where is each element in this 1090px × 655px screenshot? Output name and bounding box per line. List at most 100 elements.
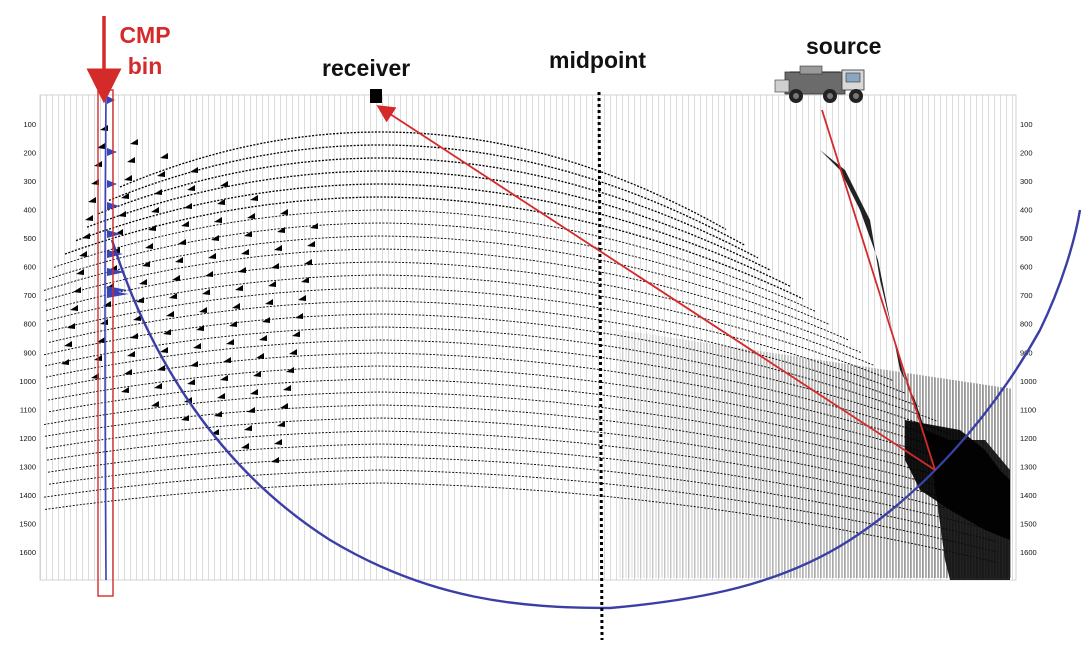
event-wavelet xyxy=(286,367,294,373)
right-tick-label: 1300 xyxy=(1020,462,1037,471)
event-wavelet xyxy=(307,241,315,247)
left-tick-label: 700 xyxy=(23,291,36,300)
event-wavelet xyxy=(64,341,72,347)
event-wavelet xyxy=(301,277,309,283)
diffraction-arc xyxy=(44,326,952,435)
midpoint-line xyxy=(597,91,604,641)
right-tick-label: 600 xyxy=(1020,263,1033,272)
diffraction-arc xyxy=(119,131,727,230)
event-wavelet xyxy=(289,349,297,355)
diffraction-arc xyxy=(48,456,998,543)
diffraction-arc xyxy=(75,183,791,287)
diffraction-arc xyxy=(47,443,997,532)
event-wavelet xyxy=(214,411,222,417)
right-tick-label: 800 xyxy=(1020,320,1033,329)
event-wavelet xyxy=(235,285,243,291)
source-label: source xyxy=(806,33,882,59)
cmp-label-line1: CMP xyxy=(119,22,171,48)
receiver-label: receiver xyxy=(322,55,411,81)
left-tick-label: 1400 xyxy=(19,491,36,500)
diffraction-arc xyxy=(48,300,920,407)
event-wavelet xyxy=(265,299,273,305)
receiver-square-icon xyxy=(370,89,382,103)
diffraction-arc xyxy=(46,430,996,522)
right-tick-label: 400 xyxy=(1020,206,1033,215)
event-wavelet xyxy=(139,279,147,285)
event-wavelet xyxy=(250,389,258,395)
event-wavelet xyxy=(208,253,216,259)
right-tick-label: 1500 xyxy=(1020,519,1037,528)
event-wavelet xyxy=(70,305,78,311)
vibrator-truck-icon xyxy=(774,65,865,103)
event-wavelet xyxy=(298,295,306,301)
diffraction-arc xyxy=(47,365,997,476)
event-wavelet xyxy=(226,339,234,345)
event-wavelet xyxy=(199,307,207,313)
event-wavelet xyxy=(85,215,93,221)
diffraction-arc xyxy=(48,378,998,485)
event-wavelet xyxy=(187,379,195,385)
event-wavelet xyxy=(73,287,81,293)
event-wavelet xyxy=(160,153,168,159)
event-wavelet xyxy=(280,209,288,215)
event-wavelet xyxy=(169,293,177,299)
event-wavelet xyxy=(268,281,276,287)
right-tick-label: 200 xyxy=(1020,149,1033,158)
cmp-wavelet-lobe xyxy=(107,250,123,258)
event-wavelet xyxy=(133,315,141,321)
event-wavelet xyxy=(220,181,228,187)
left-tick-label: 900 xyxy=(23,348,36,357)
event-wavelet xyxy=(202,289,210,295)
cmp-bin-label: CMP bin xyxy=(110,20,180,82)
left-tick-label: 1300 xyxy=(19,462,36,471)
diffraction-arc xyxy=(108,144,746,246)
cmp-wavelet-lobe xyxy=(107,180,117,188)
event-wavelet xyxy=(67,323,75,329)
event-wavelet xyxy=(157,171,165,177)
event-wavelet xyxy=(238,267,246,273)
diffraction-arc xyxy=(48,222,830,325)
event-wavelet xyxy=(100,319,108,325)
event-wavelet xyxy=(193,343,201,349)
right-tick-label: 1000 xyxy=(1020,377,1037,386)
diffraction-arc xyxy=(43,313,939,422)
event-wavelet xyxy=(154,383,162,389)
left-tick-label: 600 xyxy=(23,263,36,272)
event-wavelet xyxy=(178,239,186,245)
event-wavelet xyxy=(148,225,156,231)
event-wavelet xyxy=(121,387,129,393)
event-wavelet xyxy=(184,203,192,209)
right-tick-label: 1600 xyxy=(1020,548,1037,557)
event-wavelet xyxy=(151,401,159,407)
diffraction-arc xyxy=(86,170,772,272)
event-wavelet xyxy=(166,311,174,317)
left-axis-ticks: 100 200 300 400 500 600 700 800 900 1000 1100 1200 1… xyxy=(19,120,36,557)
cmp-wavelet-lobe xyxy=(107,230,121,238)
right-tick-label: 500 xyxy=(1020,234,1033,243)
event-wavelet xyxy=(304,259,312,265)
bright-blob xyxy=(905,420,1010,540)
event-wavelet xyxy=(142,261,150,267)
diffraction-arc xyxy=(43,391,999,494)
left-tick-label: 1200 xyxy=(19,434,36,443)
left-tick-label: 200 xyxy=(23,149,36,158)
event-wavelet xyxy=(241,443,249,449)
event-wavelet xyxy=(175,257,183,263)
diffraction-hyperbolas xyxy=(43,131,1001,564)
diffraction-arc xyxy=(97,157,759,259)
section-frame xyxy=(39,94,1017,581)
diffraction-arc xyxy=(64,196,804,300)
left-tick-label: 500 xyxy=(23,234,36,243)
section-panel xyxy=(40,95,1016,580)
diffraction-arc xyxy=(45,261,875,366)
shallow-diagonal-events xyxy=(61,125,318,463)
event-wavelet xyxy=(241,249,249,255)
diffraction-arc xyxy=(43,235,849,341)
event-wavelet xyxy=(160,347,168,353)
right-tick-label: 1100 xyxy=(1020,405,1036,414)
event-wavelet xyxy=(124,175,132,181)
diffraction-arc xyxy=(43,469,999,553)
event-wavelet xyxy=(223,357,231,363)
